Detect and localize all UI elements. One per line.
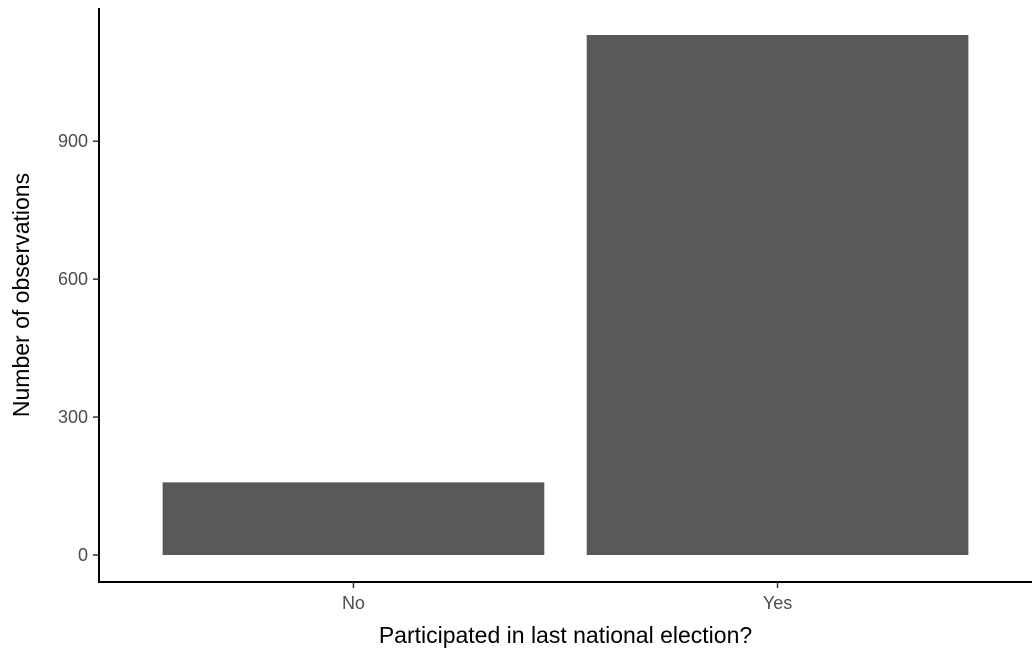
bars-group <box>162 35 969 555</box>
x-tick-label: Yes <box>763 593 792 613</box>
y-tick-label: 900 <box>58 131 88 151</box>
x-axis-title: Participated in last national election? <box>379 622 752 648</box>
y-axis-ticks: 0 300 600 900 <box>58 131 99 565</box>
y-tick-label: 300 <box>58 407 88 427</box>
bar-no <box>162 482 545 555</box>
x-axis-ticks: No Yes <box>342 582 792 613</box>
y-axis-title: Number of observations <box>8 173 34 417</box>
x-tick-label: No <box>342 593 365 613</box>
y-tick-label: 600 <box>58 269 88 289</box>
y-tick-label: 0 <box>78 545 88 565</box>
bar-yes <box>586 35 969 555</box>
